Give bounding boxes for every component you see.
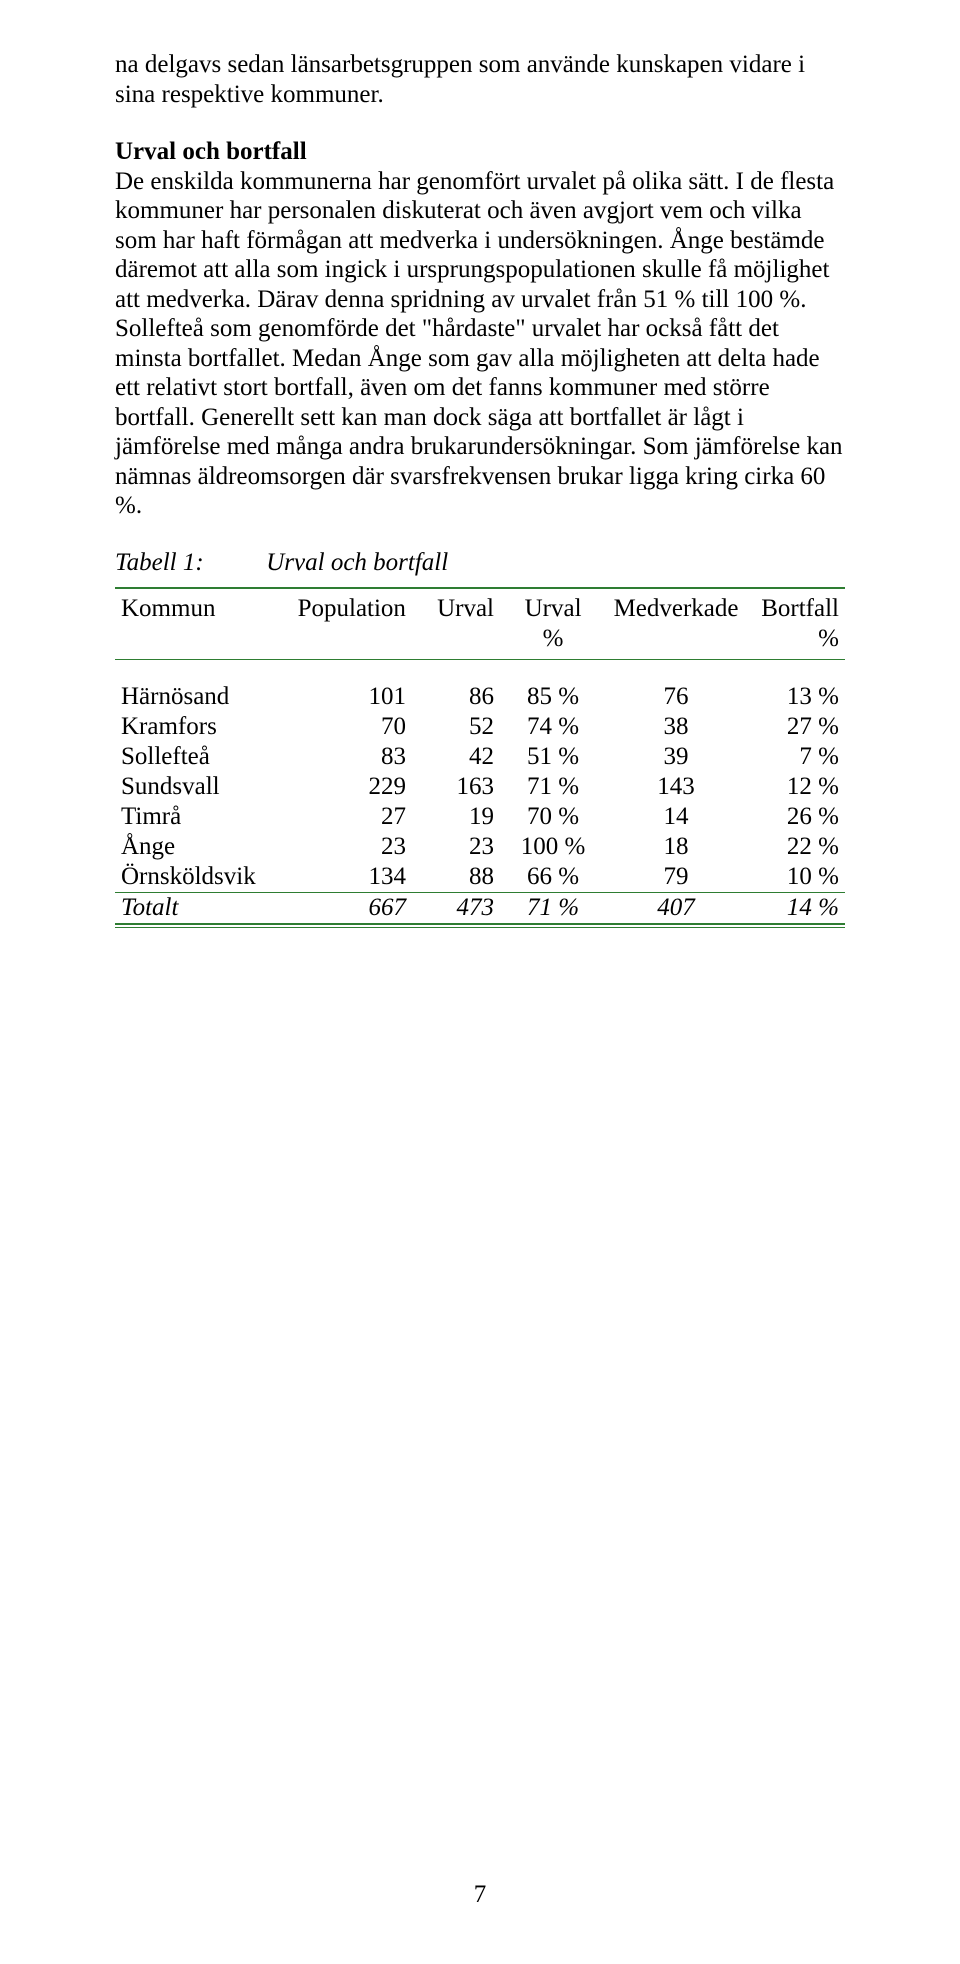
table-caption: Tabell 1: Urval och bortfall: [115, 549, 845, 577]
paragraph-intro: na delgavs sedan länsarbetsgruppen som a…: [115, 50, 845, 109]
col-medverkade: Medverkade: [606, 591, 746, 625]
table-row: Kramfors 70 52 74 % 38 27 %: [115, 712, 845, 742]
table-subheader-row: % %: [115, 625, 845, 660]
col-kommun: Kommun: [115, 591, 283, 625]
document-page: na delgavs sedan länsarbetsgruppen som a…: [0, 0, 960, 1964]
section-heading: Urval och bortfall: [115, 138, 307, 165]
table-row: Härnösand 101 86 85 % 76 13 %: [115, 682, 845, 712]
section-body: De enskilda kommunerna har genomfört urv…: [115, 168, 843, 520]
table-header-row: Kommun Population Urval Urval Medverkade…: [115, 591, 845, 625]
table-caption-label: Tabell 1:: [115, 549, 260, 577]
col-population: Population: [283, 591, 412, 625]
data-table: Kommun Population Urval Urval Medverkade…: [115, 587, 845, 928]
table-row: Ånge 23 23 100 % 18 22 %: [115, 832, 845, 862]
table-caption-text: Urval och bortfall: [266, 549, 448, 576]
col-urval: Urval: [412, 591, 500, 625]
page-number: 7: [0, 1881, 960, 1909]
table-row: Timrå 27 19 70 % 14 26 %: [115, 802, 845, 832]
table-row: Sollefteå 83 42 51 % 39 7 %: [115, 742, 845, 772]
table-row: Örnsköldsvik 134 88 66 % 79 10 %: [115, 862, 845, 893]
col-bortfall: Bortfall: [746, 591, 845, 625]
section-urval: Urval och bortfall De enskilda kommunern…: [115, 137, 845, 521]
table-total-row: Totalt 667 473 71 % 407 14 %: [115, 893, 845, 924]
table-row: Sundsvall 229 163 71 % 143 12 %: [115, 772, 845, 802]
col-urval-pct: Urval: [500, 591, 606, 625]
